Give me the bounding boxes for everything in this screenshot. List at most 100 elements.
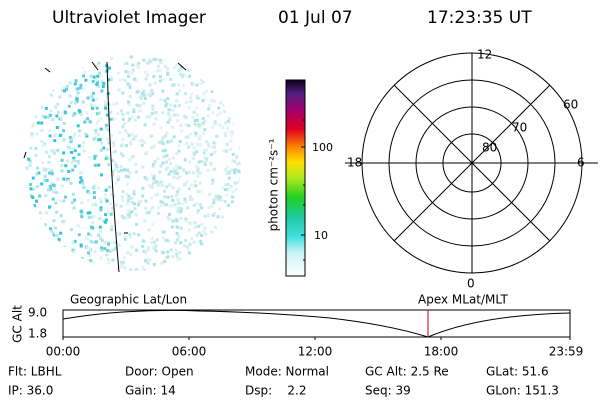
speckle xyxy=(88,259,92,263)
speckle xyxy=(131,137,135,141)
speckle xyxy=(164,238,168,242)
speckle xyxy=(80,257,84,261)
speckle xyxy=(156,156,160,160)
speckle xyxy=(142,101,146,105)
speckle xyxy=(240,91,241,95)
speckle xyxy=(25,57,29,61)
speckle xyxy=(143,219,147,223)
speckle xyxy=(116,231,120,235)
speckle xyxy=(83,265,87,269)
speckle xyxy=(144,199,148,203)
speckle xyxy=(185,171,189,175)
speckle xyxy=(62,177,66,181)
timeline-xtick: 12:00 xyxy=(298,345,333,359)
speckle xyxy=(127,119,131,123)
speckle xyxy=(30,252,34,256)
speckle xyxy=(140,96,143,100)
speckle xyxy=(177,58,181,62)
speckle xyxy=(105,199,109,203)
speckle xyxy=(194,266,198,270)
timeline-frame xyxy=(62,309,571,338)
speckle xyxy=(32,90,36,94)
speckle xyxy=(132,189,136,193)
speckle xyxy=(128,85,132,89)
speckle xyxy=(178,251,182,255)
info-field: Door: Open xyxy=(125,365,194,379)
speckle xyxy=(182,84,186,88)
speckle xyxy=(125,202,129,206)
speckle xyxy=(146,92,150,96)
speckle xyxy=(184,123,188,127)
speckle xyxy=(160,203,164,207)
speckle xyxy=(185,219,188,223)
colorbar-tick: 10 xyxy=(314,229,328,242)
speckle xyxy=(230,216,234,220)
speckle xyxy=(35,80,39,83)
speckle xyxy=(182,183,186,187)
speckle xyxy=(87,251,91,255)
speckle xyxy=(212,248,216,252)
speckle xyxy=(35,199,38,203)
speckle xyxy=(66,259,70,263)
speckle xyxy=(128,84,132,88)
speckle xyxy=(180,202,184,206)
speckle xyxy=(141,244,145,248)
speckle xyxy=(108,66,111,70)
speckle xyxy=(93,215,97,218)
speckle xyxy=(186,206,190,210)
speckle xyxy=(87,264,90,268)
speckle xyxy=(198,181,202,185)
speckle xyxy=(97,111,101,115)
speckle xyxy=(109,202,112,206)
speckle xyxy=(211,245,214,249)
speckle xyxy=(67,179,71,183)
speckle xyxy=(83,186,87,190)
speckle xyxy=(43,256,47,260)
speckle xyxy=(112,141,116,145)
speckle xyxy=(126,199,130,203)
speckle xyxy=(175,217,179,221)
speckle xyxy=(120,143,124,147)
speckle xyxy=(185,62,189,66)
speckle xyxy=(191,115,195,119)
speckle xyxy=(222,74,226,78)
speckle xyxy=(51,249,55,253)
speckle xyxy=(169,162,173,166)
speckle xyxy=(92,137,96,141)
speckle xyxy=(166,195,170,199)
speckle xyxy=(210,204,214,208)
speckle xyxy=(41,161,45,165)
speckle xyxy=(106,148,110,151)
speckle xyxy=(152,240,156,244)
speckle xyxy=(212,212,216,215)
speckle xyxy=(181,267,185,271)
speckle xyxy=(95,121,99,125)
speckle xyxy=(113,160,117,164)
speckle xyxy=(231,251,235,255)
speckle xyxy=(160,183,163,187)
speckle xyxy=(88,156,92,159)
speckle xyxy=(195,165,199,169)
speckle xyxy=(201,121,205,125)
speckle xyxy=(120,263,124,267)
speckle xyxy=(105,253,109,257)
speckle xyxy=(63,110,67,114)
speckle xyxy=(55,210,59,214)
speckle xyxy=(66,145,70,149)
speckle xyxy=(218,76,222,80)
speckle xyxy=(223,253,227,256)
speckle xyxy=(121,190,125,193)
speckle xyxy=(80,263,84,267)
speckle xyxy=(99,206,103,210)
speckle xyxy=(170,265,174,268)
speckle xyxy=(99,74,103,78)
speckle xyxy=(240,98,241,102)
speckle xyxy=(203,226,207,230)
speckle xyxy=(205,158,209,162)
speckle xyxy=(128,235,132,239)
speckle xyxy=(207,144,211,148)
speckle xyxy=(114,241,118,245)
speckle xyxy=(82,140,86,144)
speckle xyxy=(218,249,221,253)
speckle xyxy=(58,95,62,99)
